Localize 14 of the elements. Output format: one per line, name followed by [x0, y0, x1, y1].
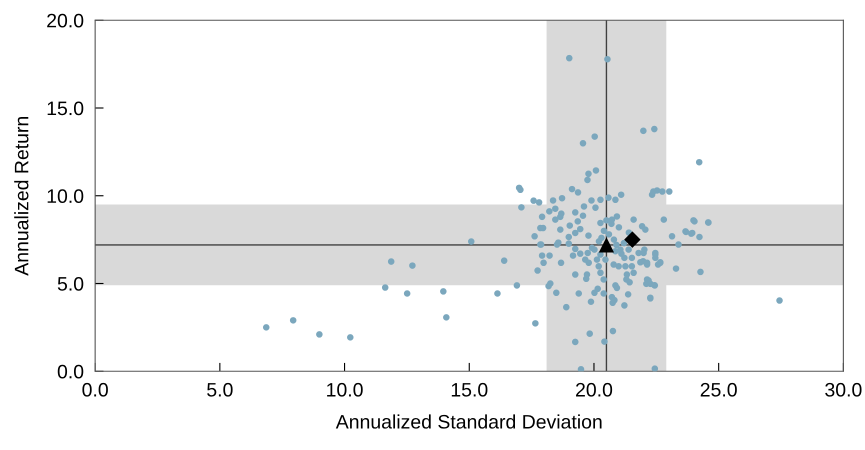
- x-axis-title: Annualized Standard Deviation: [336, 414, 602, 429]
- x-tick-label: 15.0: [452, 382, 488, 397]
- y-tick-label: 20.0: [47, 14, 84, 28]
- x-tick-label: 30.0: [825, 382, 862, 397]
- y-tick-label: 0.0: [58, 364, 84, 378]
- x-tick-label: 0.0: [82, 382, 108, 397]
- y-axis-title: Annualized Return: [14, 117, 28, 276]
- x-tick-label: 20.0: [576, 382, 612, 397]
- x-tick-label: 10.0: [327, 382, 363, 397]
- y-tick-label: 5.0: [58, 276, 84, 291]
- y-tick-label: 10.0: [48, 189, 84, 203]
- x-tick-label: 5.0: [207, 382, 233, 397]
- x-tick-label: 25.0: [700, 382, 737, 397]
- y-tick-label: 15.0: [48, 101, 84, 116]
